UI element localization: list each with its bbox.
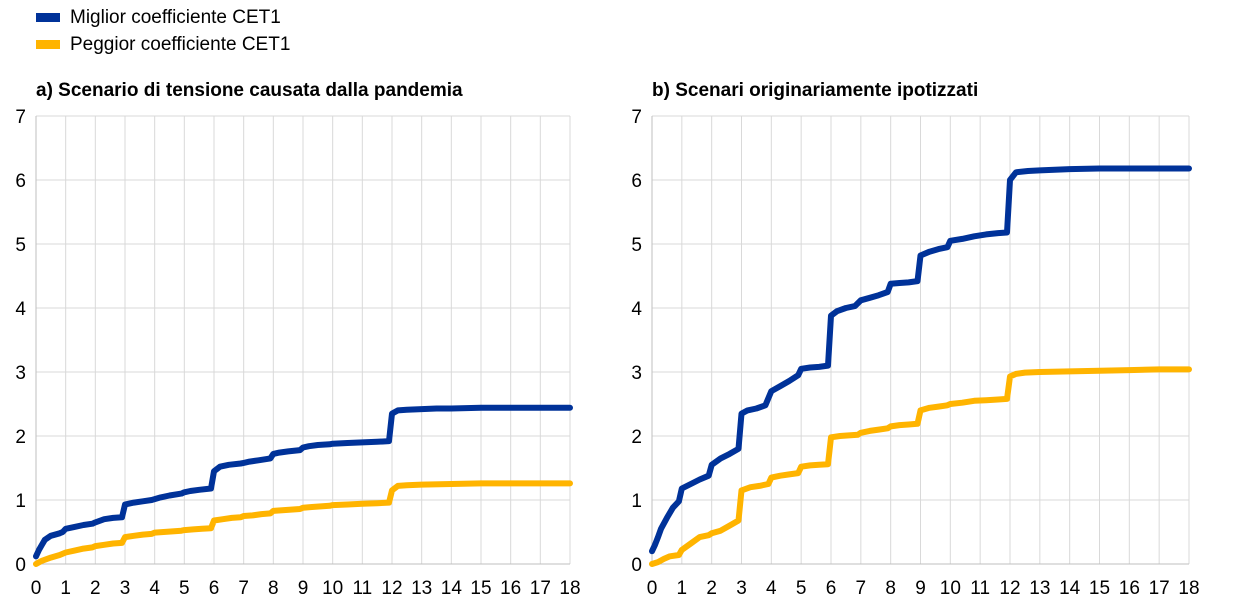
legend-swatch-best [36,13,60,22]
x-tick-label: 9 [915,578,926,599]
y-tick-label: 5 [15,235,26,256]
gridlines [35,115,571,565]
x-tick-label: 2 [706,578,717,599]
x-tick-label: 18 [1178,578,1199,599]
panel-a-title: a) Scenario di tensione causata dalla pa… [36,80,463,101]
legend-swatch-worst [36,40,60,49]
legend-label-worst: Peggior coefficiente CET1 [70,33,291,55]
series-line-worst-cet1 [649,366,1192,567]
y-tick-label: 5 [631,235,642,256]
x-tick-label: 0 [31,578,42,599]
x-tick-label: 17 [530,578,551,599]
y-tick-label: 3 [631,363,642,384]
y-tick-label: 2 [15,427,26,448]
y-tick-label: 1 [631,491,642,512]
x-tick-label: 0 [647,578,658,599]
series-line-best-cet1 [33,404,573,560]
y-tick-label: 4 [631,299,642,320]
x-tick-label: 12 [381,578,402,599]
legend-item-best: Miglior coefficiente CET1 [36,4,290,31]
x-tick-label: 11 [970,578,990,599]
x-tick-label: 1 [60,578,71,599]
x-tick-label: 10 [322,578,343,599]
y-tick-label: 6 [631,171,642,192]
y-tick-label: 4 [15,299,26,320]
x-tick-label: 5 [179,578,190,599]
x-tick-label: 4 [766,578,777,599]
y-tick-label: 2 [631,427,642,448]
panel-b-title: b) Scenari originariamente ipotizzati [652,80,979,101]
x-tick-label: 14 [441,578,463,599]
x-tick-label: 2 [90,578,101,599]
x-tick-label: 16 [1119,578,1140,599]
x-tick-label: 6 [826,578,837,599]
x-tick-label: 1 [677,578,688,599]
x-tick-label: 9 [298,578,309,599]
x-tick-label: 17 [1149,578,1170,599]
x-tick-label: 4 [149,578,160,599]
y-tick-label: 0 [631,555,642,576]
x-tick-label: 12 [999,578,1020,599]
x-tick-label: 15 [470,578,491,599]
x-tick-label: 7 [238,578,249,599]
y-tick-label: 0 [15,555,26,576]
legend-item-worst: Peggior coefficiente CET1 [36,31,290,58]
x-tick-label: 16 [500,578,521,599]
x-tick-label: 15 [1089,578,1110,599]
series-line-worst-cet1 [33,480,573,567]
x-tick-label: 8 [268,578,279,599]
y-tick-label: 7 [631,107,642,128]
y-tick-label: 6 [15,171,26,192]
x-tick-label: 6 [209,578,220,599]
x-tick-label: 18 [559,578,580,599]
x-tick-label: 5 [796,578,807,599]
x-tick-label: 7 [856,578,867,599]
x-tick-label: 13 [1029,578,1050,599]
x-tick-label: 10 [940,578,961,599]
legend: Miglior coefficiente CET1 Peggior coeffi… [36,4,290,58]
gridlines [651,115,1190,565]
x-tick-label: 11 [352,578,372,599]
y-tick-label: 3 [15,363,26,384]
legend-label-best: Miglior coefficiente CET1 [70,6,281,28]
series-line-best-cet1 [649,165,1192,555]
x-tick-label: 8 [885,578,896,599]
x-tick-label: 3 [736,578,747,599]
x-tick-label: 3 [120,578,131,599]
y-tick-label: 1 [15,491,26,512]
x-tick-label: 14 [1059,578,1081,599]
x-tick-label: 13 [411,578,432,599]
y-tick-label: 7 [15,107,26,128]
